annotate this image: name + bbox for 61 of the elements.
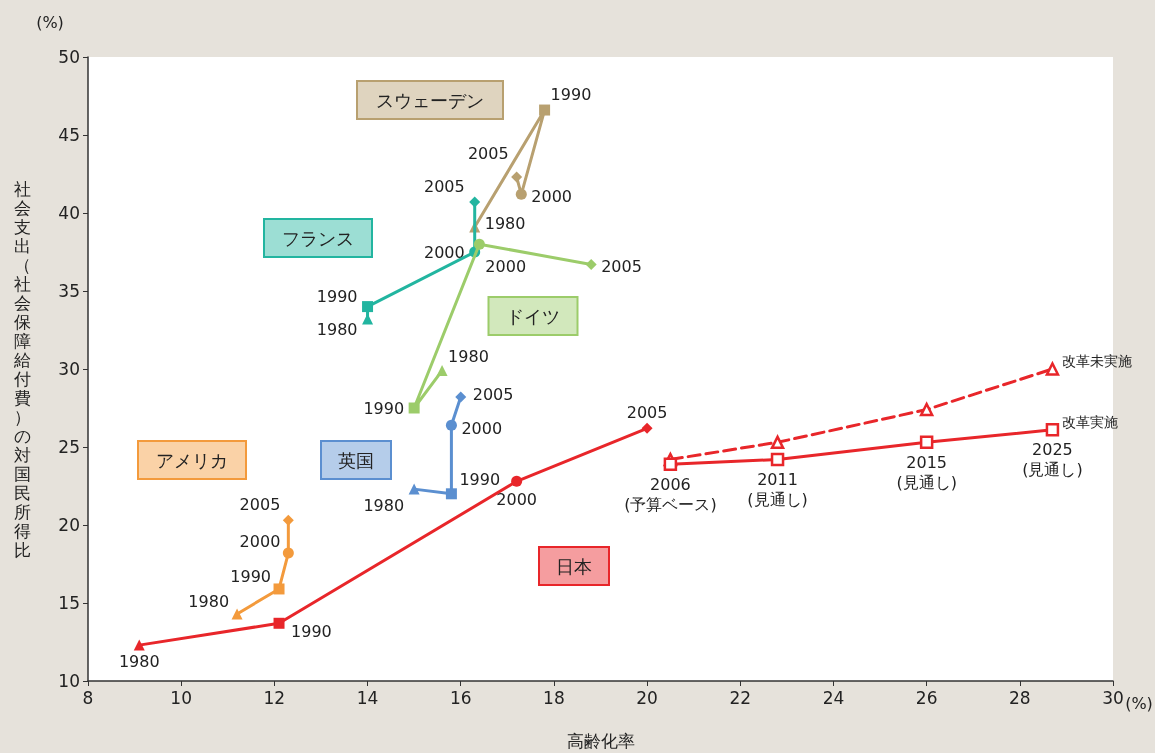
annotation: 2005 — [601, 256, 642, 276]
y-tick-label: 10 — [58, 671, 80, 691]
annotation: 2011 (見通し) — [747, 469, 808, 509]
x-tick-label: 26 — [915, 687, 938, 708]
annotation: 1980 — [484, 213, 526, 233]
x-tick-label: 24 — [822, 687, 845, 708]
annotation: 1990 — [291, 621, 332, 641]
annotation: 2000 — [239, 531, 281, 551]
series-label: 改革未実施 — [1062, 353, 1133, 369]
annotation: 2005 — [239, 494, 281, 514]
x-tick-label: 10 — [170, 687, 192, 708]
x-tick-label: 30 — [1102, 687, 1124, 708]
y-tick-label: 40 — [58, 203, 80, 223]
y-tick-label: 30 — [58, 359, 80, 379]
annotation: 2005 — [423, 176, 465, 196]
text: 日本 — [556, 555, 592, 577]
annotation: 2000 — [496, 489, 537, 509]
annotation: 2025 (見通し) — [1022, 440, 1083, 480]
annotation: 1990 — [459, 470, 501, 490]
text: スウェーデン — [376, 89, 484, 111]
annotation: 1990 — [363, 398, 405, 418]
y-tick-label: 15 — [58, 593, 80, 613]
annotation: 1980 — [363, 495, 405, 515]
y-tick-label: 25 — [58, 437, 80, 457]
annotation: 1980 — [188, 592, 230, 612]
text: 英国 — [338, 449, 374, 471]
x-tick-label: 8 — [82, 687, 94, 708]
text: (%) — [36, 12, 64, 32]
annotation: 2005 — [472, 384, 514, 404]
annotation: 1990 — [316, 287, 358, 307]
annotation: 2000 — [531, 186, 573, 206]
x-tick-label: 12 — [263, 687, 286, 708]
annotation: 2000 — [485, 256, 527, 276]
annotation: 2000 — [423, 242, 465, 262]
x-tick-label: 28 — [1009, 687, 1031, 708]
text: ドイツ — [506, 305, 560, 327]
x-tick-label: 16 — [449, 687, 472, 708]
text: フランス — [282, 227, 354, 249]
x-tick-label: 22 — [729, 687, 752, 708]
annotation: 1980 — [448, 347, 489, 367]
text: 社会支出（社会保障給付費）の対国民所得比 — [13, 178, 31, 560]
annotation: 2005 — [467, 143, 509, 163]
x-tick-label: 18 — [543, 687, 565, 708]
y-tick-label: 45 — [58, 125, 80, 145]
x-axis-title: 高齢化率 — [566, 731, 635, 751]
series-label: 改革実施 — [1062, 413, 1119, 430]
annotation: 2005 — [626, 402, 668, 422]
annotation: 2000 — [461, 418, 503, 438]
x-tick-label: 20 — [636, 687, 658, 708]
y-tick-label: 35 — [58, 281, 80, 301]
y-tick-label: 20 — [58, 515, 80, 535]
annotation: 1990 — [550, 84, 592, 104]
annotation: 1980 — [118, 651, 160, 671]
annotation: 1990 — [230, 567, 272, 587]
annotation: 1980 — [316, 319, 358, 339]
x-tick-label: 14 — [356, 687, 379, 708]
text: (%) — [1125, 693, 1153, 713]
text: アメリカ — [156, 449, 228, 471]
y-tick-label: 50 — [58, 47, 80, 67]
annotation: 2015 (見通し) — [896, 452, 957, 492]
annotation: 2006 (予算ベース) — [624, 474, 717, 514]
